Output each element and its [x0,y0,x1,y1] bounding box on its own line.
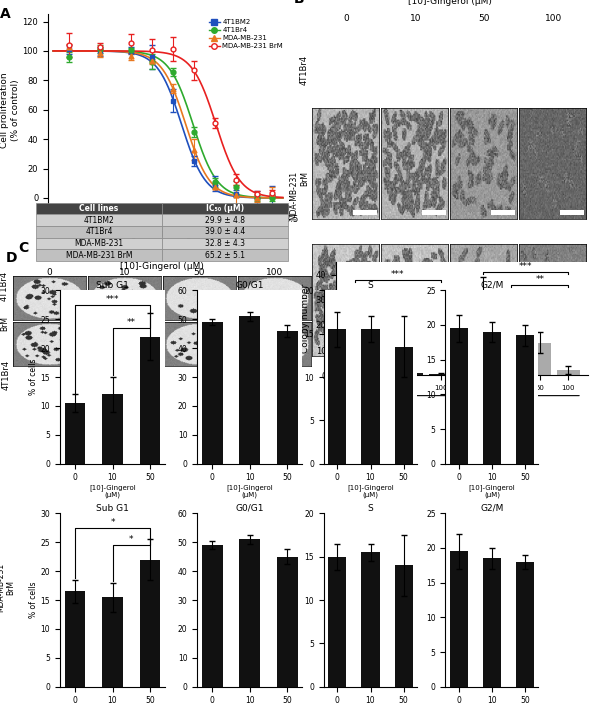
Title: Sub G1: Sub G1 [96,280,129,290]
X-axis label: [10]-Gingerol
(μM): [10]-Gingerol (μM) [226,484,273,498]
Text: 0: 0 [344,14,349,23]
Text: [10]-Gingerol (μM): [10]-Gingerol (μM) [408,0,492,6]
X-axis label: [10]-Gingerol
(μM): [10]-Gingerol (μM) [89,484,136,498]
Text: 4T1Br4: 4T1Br4 [466,409,493,418]
Text: 4T1Br4: 4T1Br4 [0,270,9,301]
Text: 0: 0 [47,268,52,278]
Bar [65,591,85,687]
Text: ***: *** [519,262,532,271]
Y-axis label: % of cells: % of cells [29,582,38,618]
Text: ***: *** [106,295,119,304]
Bar [361,329,380,464]
Bar [401,372,423,375]
Bar [516,562,534,687]
Bar [449,329,468,464]
Bar [202,545,223,687]
Text: 10: 10 [410,14,421,23]
Bar [483,332,501,464]
Bar [102,597,123,687]
X-axis label: [10]-Gingerol
(μM): [10]-Gingerol (μM) [226,707,273,708]
Bar [483,559,501,687]
Bar [65,403,85,464]
Title: G2/M: G2/M [480,503,503,513]
Bar [344,315,366,375]
Text: **: ** [127,318,136,326]
Bar [529,343,551,375]
X-axis label: [10]-Gingerol
(μM): [10]-Gingerol (μM) [89,707,136,708]
Title: Sub G1: Sub G1 [96,503,129,513]
Title: G2/M: G2/M [480,280,503,290]
Bar [140,559,160,687]
Title: G0/G1: G0/G1 [236,503,264,513]
Bar [277,331,298,464]
X-axis label: [10]-Gingerol
(μM): [10]-Gingerol (μM) [469,707,515,708]
Title: S: S [368,503,373,513]
Bar [328,329,346,464]
Bar [102,394,123,464]
Text: **: ** [535,275,544,284]
Text: MDA-MB-231
BrM: MDA-MB-231 BrM [484,409,529,422]
Bar [557,370,580,375]
Text: MDA-MB-231
BrM: MDA-MB-231 BrM [290,171,309,220]
X-axis label: log₁₀M[10-Gingerol]: log₁₀M[10-Gingerol] [124,229,212,239]
Text: A: A [0,6,11,21]
Text: [10]-Gingerol (μM): [10]-Gingerol (μM) [120,262,204,271]
Text: 4T1Br4: 4T1Br4 [1,360,11,390]
Bar [429,374,452,375]
X-axis label: [10]-Gingerol
(μM): [10]-Gingerol (μM) [347,707,394,708]
Text: C: C [18,241,28,255]
Bar [395,565,413,687]
Text: 50: 50 [479,14,490,23]
Bar [500,330,523,375]
Y-axis label: Cell proliferation
(% of control): Cell proliferation (% of control) [1,72,20,147]
Text: 10: 10 [119,268,130,278]
Legend: 4T1BM2, 4T1Br4, MDA-MB-231, MDA-MB-231 BrM: 4T1BM2, 4T1Br4, MDA-MB-231, MDA-MB-231 B… [208,18,284,51]
Y-axis label: % of cells: % of cells [29,359,38,395]
Bar [372,322,395,375]
Text: *: * [129,535,133,544]
Text: B: B [294,0,305,6]
Bar [239,539,260,687]
X-axis label: [10]-Gingerol
(μM): [10]-Gingerol (μM) [469,484,515,498]
Title: G0/G1: G0/G1 [236,280,264,290]
Bar [277,556,298,687]
Text: *: * [110,518,115,527]
Bar [202,322,223,464]
Bar [516,336,534,464]
Text: 4T1Br4: 4T1Br4 [300,55,309,85]
Text: MDA-MB-231
BrM: MDA-MB-231 BrM [0,563,16,612]
Y-axis label: Colony number: Colony number [301,284,310,353]
Title: S: S [368,280,373,290]
Text: ***: *** [391,270,404,279]
Bar [449,552,468,687]
Text: 100: 100 [266,268,283,278]
Bar [328,556,346,687]
Bar [472,290,494,375]
Text: 50: 50 [194,268,205,278]
X-axis label: [10]-Gingerol
(μM): [10]-Gingerol (μM) [347,484,394,498]
Text: D: D [6,251,17,266]
Text: MDA-MB-231
BrM: MDA-MB-231 BrM [0,316,9,365]
Bar [361,552,380,687]
Text: 100: 100 [545,14,562,23]
Bar [395,347,413,464]
Bar [239,316,260,464]
Bar [140,336,160,464]
